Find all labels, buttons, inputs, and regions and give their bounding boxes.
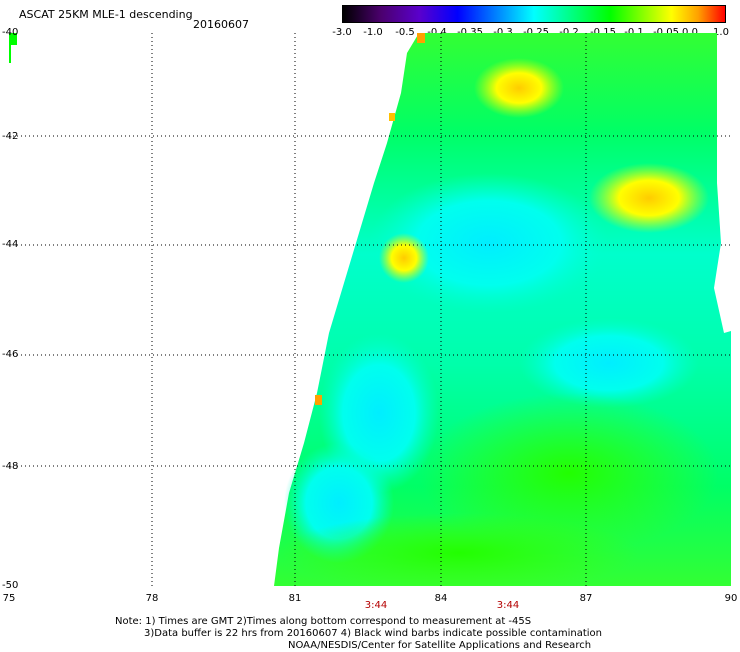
- lat-label: -50: [2, 580, 19, 591]
- colorbar-tick: -0.15: [590, 27, 616, 38]
- lat-lon-grid: [9, 33, 731, 586]
- edge-pixel: [9, 33, 17, 45]
- yellow-region: [379, 233, 429, 283]
- lon-label: 75: [2, 593, 16, 604]
- colorbar-tick: 1.0: [713, 27, 729, 38]
- lon-label: 81: [288, 593, 302, 604]
- lat-label: -46: [2, 349, 19, 360]
- colorbar-tick: -0.4: [427, 27, 447, 38]
- cyan-region: [519, 318, 699, 408]
- cyan-region: [369, 173, 609, 313]
- lat-label: -40: [2, 27, 19, 38]
- lon-label: 84: [434, 593, 448, 604]
- colorbar-tick: -0.5: [395, 27, 415, 38]
- map-date: 20160607: [193, 18, 249, 31]
- footnote-line: Note: 1) Times are GMT 2)Times along bot…: [115, 616, 532, 627]
- footnote: Note: 1) Times are GMT 2)Times along bot…: [115, 616, 602, 652]
- colorbar-tick: -0.1: [624, 27, 644, 38]
- orange-pixel: [315, 395, 322, 405]
- lon-label: 78: [145, 593, 159, 604]
- yellow-region: [474, 58, 564, 118]
- lat-label: -48: [2, 461, 19, 472]
- colorbar-tick: -0.05: [653, 27, 679, 38]
- yellow-region: [589, 163, 709, 233]
- colorbar-tick: -0.35: [457, 27, 483, 38]
- colorbar-tick: -0.2: [559, 27, 579, 38]
- colorbar-tick: -3.0: [332, 27, 352, 38]
- colorbar-tick: -1.0: [363, 27, 383, 38]
- colorbar-tick: -0.25: [523, 27, 549, 38]
- orange-pixel: [389, 113, 395, 121]
- pass-time-label: 3:44: [364, 600, 388, 611]
- map-plot: [9, 33, 731, 586]
- colorbar: [342, 5, 726, 23]
- green-region: [279, 513, 639, 586]
- lon-label: 90: [724, 593, 738, 604]
- lon-label: 87: [579, 593, 593, 604]
- colorbar-tick: 0.0: [682, 27, 698, 38]
- lat-label: -44: [2, 239, 19, 250]
- lat-label: -42: [2, 131, 19, 142]
- orange-pixel: [417, 33, 425, 43]
- footnote-line: 3)Data buffer is 22 hrs from 20160607 4)…: [144, 628, 602, 639]
- footnote-credit: NOAA/NESDIS/Center for Satellite Applica…: [288, 640, 592, 651]
- green-region: [419, 393, 719, 553]
- colorbar-tick: -0.3: [493, 27, 513, 38]
- map-title: ASCAT 25KM MLE-1 descending: [19, 8, 193, 21]
- pass-time-label: 3:44: [496, 600, 520, 611]
- edge-pixel: [9, 45, 11, 63]
